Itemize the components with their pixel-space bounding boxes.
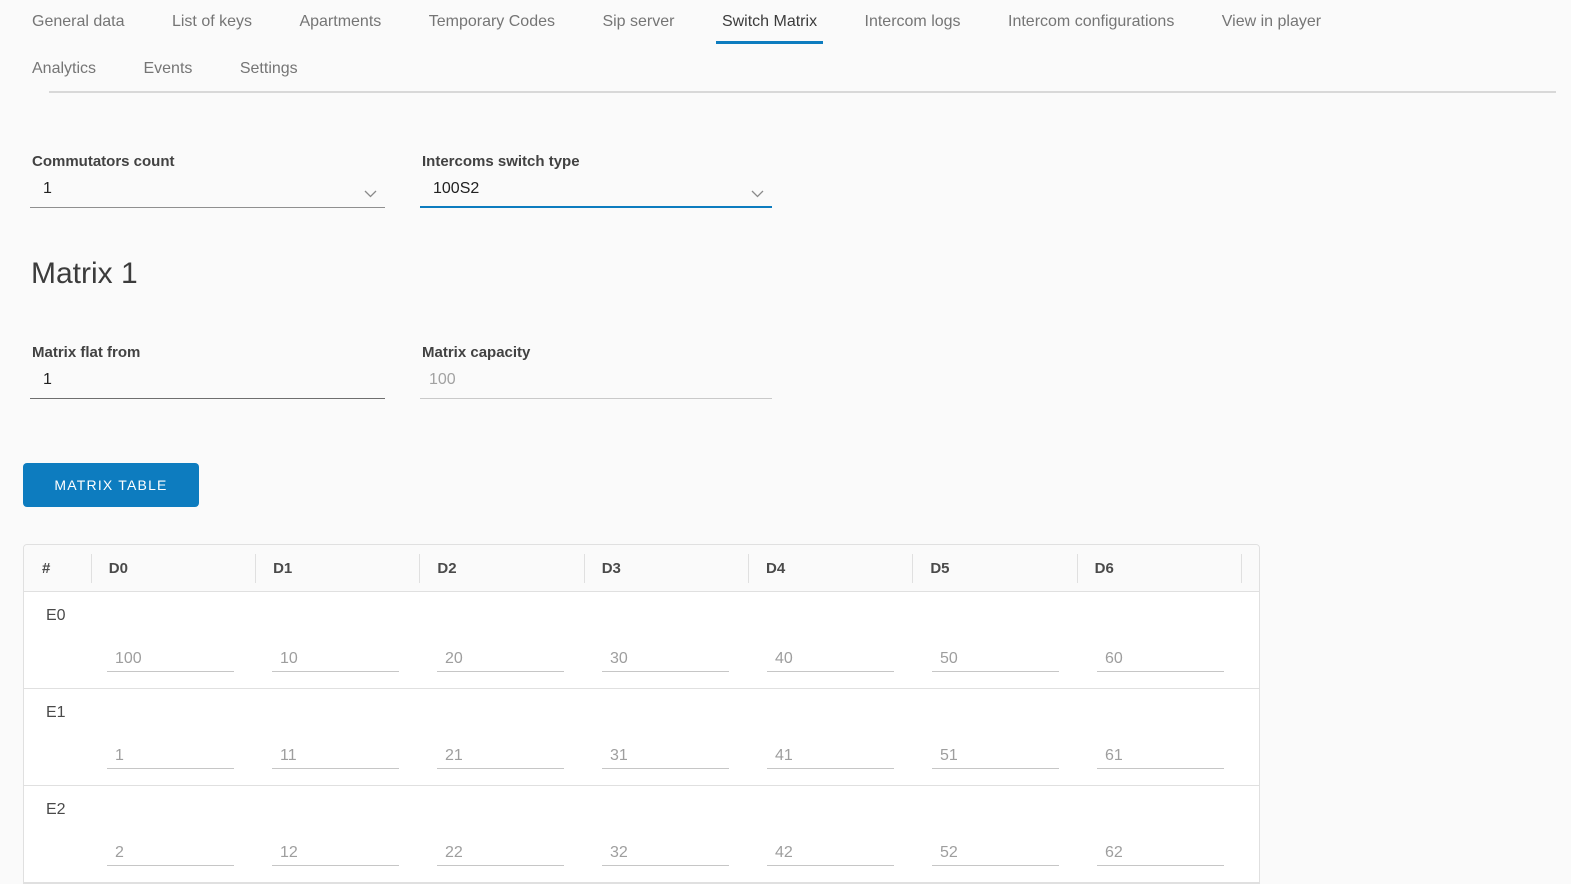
matrix-cell-input[interactable] bbox=[272, 743, 399, 769]
matrix-flat-from-field: Matrix flat from bbox=[30, 344, 385, 399]
commutators-count-label: Commutators count bbox=[32, 153, 175, 170]
matrix-cell-input[interactable] bbox=[932, 646, 1059, 672]
column-header-d3: D3 bbox=[583, 545, 748, 591]
matrix-cell-input[interactable] bbox=[767, 646, 894, 672]
table-row-e1: E1 bbox=[24, 689, 1259, 786]
matrix-cell-input[interactable] bbox=[437, 840, 564, 866]
matrix-flat-from-label: Matrix flat from bbox=[32, 344, 141, 361]
matrix-capacity-input bbox=[420, 367, 772, 399]
matrix-section-title: Matrix 1 bbox=[31, 257, 138, 290]
matrix-cell-input[interactable] bbox=[107, 743, 234, 769]
matrix-table-header: # D0 D1 D2 D3 D4 D5 D6 bbox=[24, 545, 1259, 592]
tab-row-2: Analytics Events Settings bbox=[26, 44, 1571, 91]
tab-list-of-keys[interactable]: List of keys bbox=[171, 13, 252, 30]
column-header-num: # bbox=[42, 559, 51, 577]
tab-general-data[interactable]: General data bbox=[32, 13, 125, 30]
tab-sip-server[interactable]: Sip server bbox=[602, 13, 675, 30]
chevron-down-icon bbox=[751, 185, 764, 203]
table-row-e0: E0 bbox=[24, 592, 1259, 689]
matrix-cell-input[interactable] bbox=[107, 646, 234, 672]
matrix-cell-input[interactable] bbox=[1097, 743, 1224, 769]
table-row-e2: E2 bbox=[24, 786, 1259, 883]
top-form-row: Commutators count 1 Intercoms switch typ… bbox=[0, 153, 1571, 208]
tab-analytics[interactable]: Analytics bbox=[32, 60, 97, 77]
matrix-cell-input[interactable] bbox=[602, 840, 729, 866]
column-header-d1: D1 bbox=[255, 545, 419, 591]
matrix-cell-input[interactable] bbox=[437, 646, 564, 672]
matrix-form-row: Matrix flat from Matrix capacity bbox=[0, 344, 1571, 399]
intercoms-switch-type-select[interactable]: 100S2 bbox=[420, 176, 772, 208]
tab-switch-matrix[interactable]: Switch Matrix bbox=[715, 0, 824, 44]
matrix-cell-input[interactable] bbox=[1097, 646, 1224, 672]
matrix-cell-input[interactable] bbox=[932, 743, 1059, 769]
column-header-d6: D6 bbox=[1076, 545, 1241, 591]
tab-bar: General data List of keys Apartments Tem… bbox=[0, 0, 1571, 93]
tab-temporary-codes[interactable]: Temporary Codes bbox=[428, 13, 555, 30]
intercoms-switch-type-value: 100S2 bbox=[433, 180, 480, 197]
matrix-cell-input[interactable] bbox=[602, 743, 729, 769]
matrix-cell-input[interactable] bbox=[1097, 840, 1224, 866]
matrix-flat-from-input[interactable] bbox=[30, 367, 385, 399]
tab-apartments[interactable]: Apartments bbox=[299, 13, 382, 30]
tab-intercom-configurations[interactable]: Intercom configurations bbox=[1008, 13, 1175, 30]
matrix-capacity-label: Matrix capacity bbox=[422, 344, 531, 361]
column-header-d2: D2 bbox=[419, 545, 583, 591]
matrix-cell-input[interactable] bbox=[767, 743, 894, 769]
column-header-stub bbox=[1240, 545, 1259, 591]
matrix-cell-input[interactable] bbox=[272, 646, 399, 672]
tab-events[interactable]: Events bbox=[143, 60, 193, 77]
chevron-down-icon bbox=[364, 185, 377, 203]
row-inputs bbox=[107, 646, 1224, 672]
column-header-d0: D0 bbox=[90, 545, 255, 591]
commutators-count-select[interactable]: 1 bbox=[30, 176, 385, 208]
matrix-cell-input[interactable] bbox=[767, 840, 894, 866]
tab-view-in-player[interactable]: View in player bbox=[1221, 13, 1322, 30]
row-label: E0 bbox=[46, 607, 66, 624]
intercoms-switch-type-label: Intercoms switch type bbox=[422, 153, 580, 170]
tabbar-divider bbox=[49, 91, 1556, 93]
matrix-capacity-field: Matrix capacity bbox=[420, 344, 772, 399]
matrix-cell-input[interactable] bbox=[932, 840, 1059, 866]
matrix-table: # D0 D1 D2 D3 D4 D5 D6 E0 bbox=[23, 544, 1260, 884]
intercoms-switch-type-field: Intercoms switch type 100S2 bbox=[420, 153, 772, 208]
tab-intercom-logs[interactable]: Intercom logs bbox=[864, 13, 961, 30]
matrix-cell-input[interactable] bbox=[437, 743, 564, 769]
row-inputs bbox=[107, 743, 1224, 769]
row-inputs bbox=[107, 840, 1224, 866]
commutators-count-value: 1 bbox=[43, 180, 52, 197]
column-header-d4: D4 bbox=[748, 545, 912, 591]
tab-settings[interactable]: Settings bbox=[239, 60, 298, 77]
matrix-cell-input[interactable] bbox=[272, 840, 399, 866]
matrix-cell-input[interactable] bbox=[602, 646, 729, 672]
matrix-table-button[interactable]: MATRIX TABLE bbox=[23, 463, 199, 507]
column-header-d5: D5 bbox=[912, 545, 1076, 591]
tab-row-1: General data List of keys Apartments Tem… bbox=[26, 0, 1571, 44]
matrix-cell-input[interactable] bbox=[107, 840, 234, 866]
switch-matrix-panel: Commutators count 1 Intercoms switch typ… bbox=[0, 153, 1571, 884]
row-label: E2 bbox=[46, 801, 66, 818]
row-label: E1 bbox=[46, 704, 66, 721]
commutators-count-field: Commutators count 1 bbox=[30, 153, 385, 208]
